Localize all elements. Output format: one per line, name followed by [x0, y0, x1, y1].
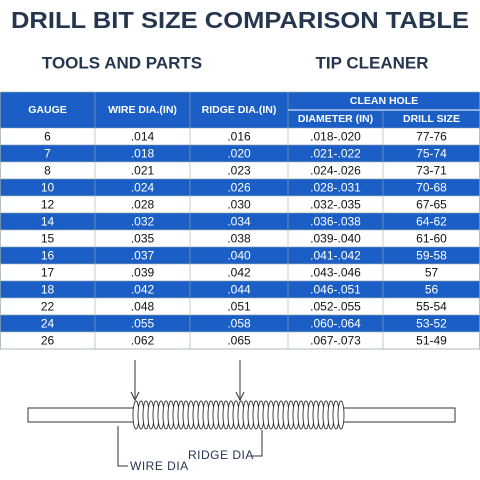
- cell: 75-74: [416, 147, 447, 161]
- cell: 59-58: [416, 249, 447, 263]
- cell: 16: [41, 249, 55, 263]
- ridge-dia-label: RIDGE DIA: [188, 448, 254, 462]
- arrow-head: [130, 391, 140, 402]
- cell: .028-.031: [310, 181, 361, 195]
- cell: .024: [131, 181, 155, 195]
- cell: .060-.064: [310, 317, 361, 331]
- cell: 6: [44, 130, 51, 144]
- cell: .039: [131, 266, 155, 280]
- cell: .042: [131, 283, 155, 297]
- cell: 15: [41, 232, 55, 246]
- group-header: CLEAN HOLE: [350, 95, 418, 107]
- leader-line: [117, 426, 128, 467]
- cell: .016: [227, 130, 251, 144]
- cell: 70-68: [416, 181, 447, 195]
- cell: .048: [131, 300, 155, 314]
- cell: 10: [41, 181, 55, 195]
- cell: 61-60: [416, 232, 447, 246]
- cell: 57: [425, 266, 439, 280]
- cell: 73-71: [416, 164, 447, 178]
- cell: .024-.026: [310, 164, 361, 178]
- cell: .042: [227, 266, 251, 280]
- table: GAUGE WIRE DIA.(IN) RIDGE DIA.(IN) CLEAN HO…: [0, 91, 480, 350]
- cell: 14: [41, 215, 55, 229]
- cell: .040: [227, 249, 251, 263]
- coil: [132, 400, 345, 430]
- cell: 18: [41, 283, 55, 297]
- cell: .065: [227, 334, 251, 348]
- right-subtitle: TIP CLEANER: [315, 53, 428, 72]
- cell: 53-52: [416, 317, 447, 331]
- column-header: DIAMETER (IN): [298, 113, 373, 125]
- cell: .028: [131, 198, 155, 212]
- column-header: RIDGE DIA.(IN): [202, 104, 277, 116]
- cell: .037: [131, 249, 155, 263]
- cell: 7: [44, 147, 51, 161]
- cell: 56: [425, 283, 439, 297]
- cell: .039-.040: [310, 232, 361, 246]
- cell: .026: [227, 181, 251, 195]
- cell: .036-.038: [310, 215, 361, 229]
- cell: .032-.035: [310, 198, 361, 212]
- cell: .021-.022: [310, 147, 361, 161]
- cell: 8: [44, 164, 51, 178]
- diagram: WIRE DIA RIDGE DIA: [27, 360, 456, 473]
- cell: 51-49: [416, 334, 447, 348]
- coil-turn: [337, 400, 345, 430]
- cell: .058: [227, 317, 251, 331]
- cell: .032: [131, 215, 155, 229]
- left-subtitle: TOOLS AND PARTS: [42, 53, 202, 72]
- cell: .035: [131, 232, 155, 246]
- column-header: DRILL SIZE: [403, 113, 460, 125]
- cell: 24: [41, 317, 55, 331]
- cell: .030: [227, 198, 251, 212]
- cell: .021: [131, 164, 155, 178]
- cell: 17: [41, 266, 55, 280]
- cell: 67-65: [416, 198, 447, 212]
- title: DRILL BIT SIZE COMPARISON TABLE: [11, 7, 469, 33]
- cell: .055: [131, 317, 155, 331]
- cell: .034: [227, 215, 251, 229]
- wire-dia-label: WIRE DIA: [130, 459, 189, 473]
- cell: 26: [41, 334, 55, 348]
- column-header: WIRE DIA.(IN): [108, 104, 177, 116]
- leader-line: [252, 430, 263, 457]
- column-header: GAUGE: [28, 104, 67, 116]
- cell: .043-.046: [310, 266, 361, 280]
- cell: .020: [227, 147, 251, 161]
- cell: .062: [131, 334, 155, 348]
- cell: .041-.042: [310, 249, 361, 263]
- cell: 55-54: [416, 300, 447, 314]
- cell: 77-76: [416, 130, 447, 144]
- cell: .038: [227, 232, 251, 246]
- cell: .014: [131, 130, 155, 144]
- cell: .046-.051: [310, 283, 361, 297]
- cell: 22: [41, 300, 55, 314]
- arrow-head: [235, 391, 245, 402]
- cell: .018: [131, 147, 155, 161]
- cell: .067-.073: [310, 334, 361, 348]
- cell: .051: [227, 300, 251, 314]
- cell: .052-.055: [310, 300, 361, 314]
- cell: 12: [41, 198, 55, 212]
- cell: 64-62: [416, 215, 447, 229]
- cell: .044: [227, 283, 251, 297]
- cell: .023: [227, 164, 251, 178]
- cell: .018-.020: [310, 130, 361, 144]
